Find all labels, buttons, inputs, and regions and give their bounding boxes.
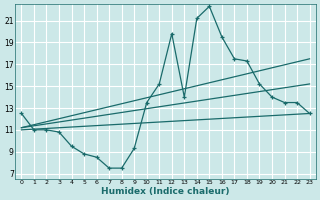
- X-axis label: Humidex (Indice chaleur): Humidex (Indice chaleur): [101, 187, 230, 196]
